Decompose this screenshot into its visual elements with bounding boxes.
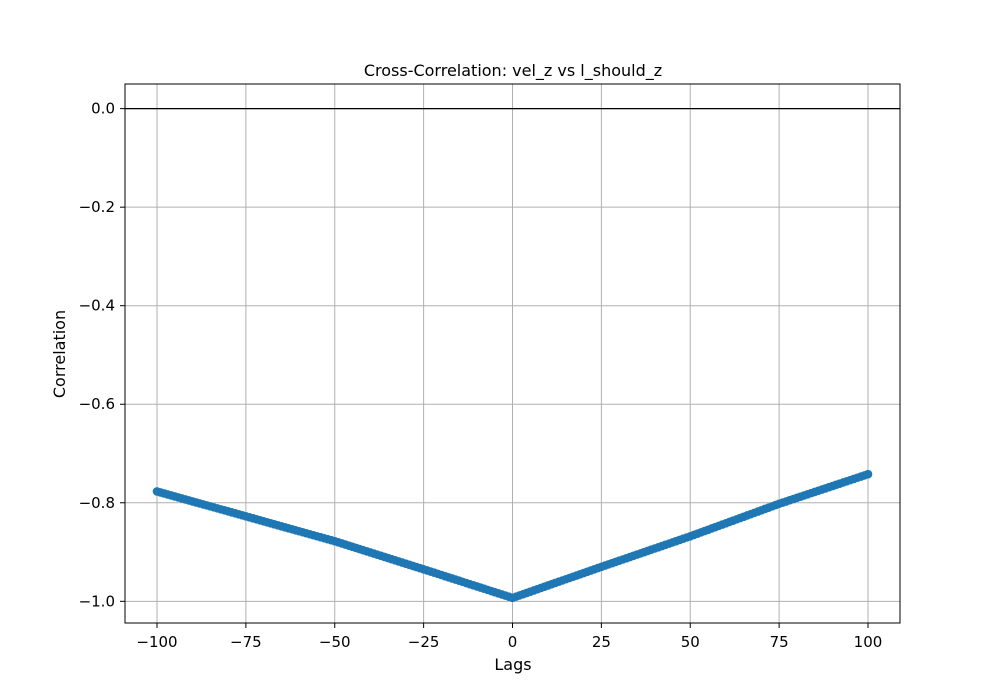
x-axis-label: Lags bbox=[494, 655, 531, 674]
x-tick-label: 0 bbox=[508, 633, 518, 651]
chart-title: Cross-Correlation: vel_z vs l_should_z bbox=[364, 61, 662, 81]
x-tick-label: −75 bbox=[230, 633, 262, 651]
y-tick-label: −0.8 bbox=[79, 494, 115, 512]
y-tick-label: 0.0 bbox=[91, 100, 115, 118]
x-axis-ticks: −100 −75 −50 −25 0 25 50 75 100 bbox=[136, 623, 882, 651]
x-tick-label: 50 bbox=[681, 633, 700, 651]
data-point bbox=[863, 469, 873, 479]
y-axis-ticks: 0.0 −0.2 −0.4 −0.6 −0.8 −1.0 bbox=[79, 100, 125, 610]
x-tick-label: 75 bbox=[770, 633, 789, 651]
x-tick-label: 25 bbox=[592, 633, 611, 651]
y-tick-label: −0.6 bbox=[79, 395, 115, 413]
data-series-points bbox=[152, 469, 873, 603]
x-tick-label: −100 bbox=[136, 633, 177, 651]
y-axis-label: Correlation bbox=[50, 310, 69, 398]
y-tick-label: −1.0 bbox=[79, 592, 115, 610]
x-tick-label: −25 bbox=[408, 633, 440, 651]
x-tick-label: −50 bbox=[319, 633, 351, 651]
y-tick-label: −0.4 bbox=[79, 297, 115, 315]
x-tick-label: 100 bbox=[854, 633, 883, 651]
y-tick-label: −0.2 bbox=[79, 198, 115, 216]
